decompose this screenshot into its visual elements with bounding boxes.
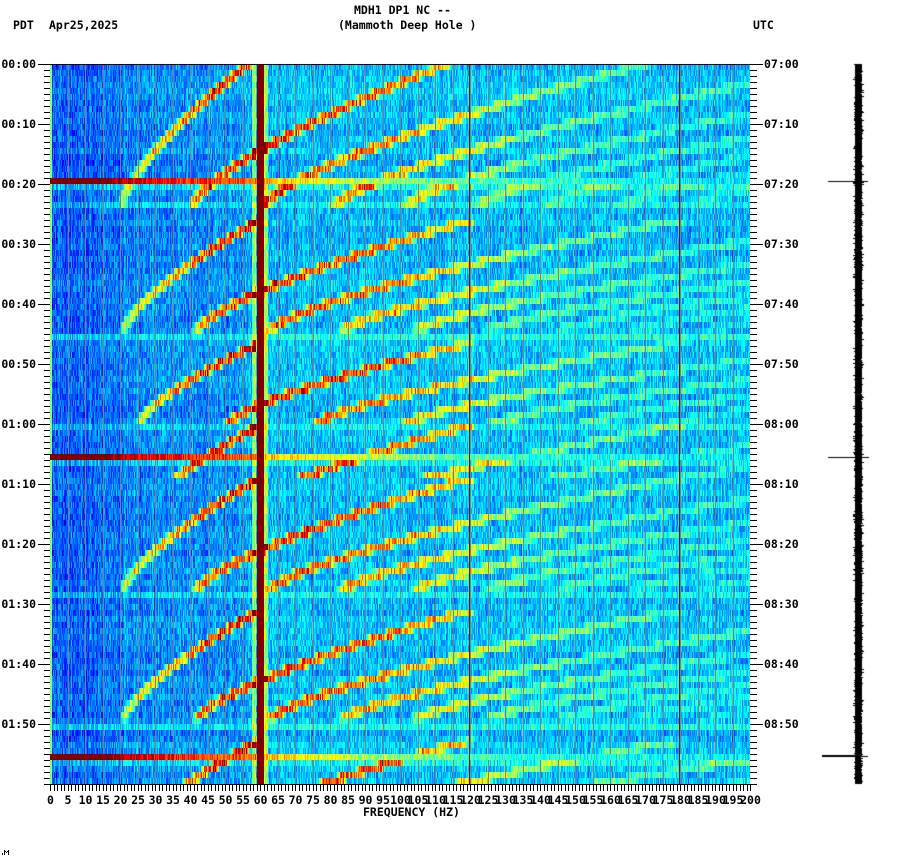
y-tick-label-left: 01:40 <box>1 657 36 671</box>
x-tick-label: 50 <box>218 793 233 807</box>
y-tick-label-right: 08:40 <box>764 657 799 671</box>
x-tick-label: 195 <box>722 793 744 807</box>
seismogram-trace <box>815 60 885 790</box>
x-tick-label: 15 <box>96 793 110 807</box>
x-tick-label: 10 <box>78 793 93 807</box>
x-tick-label: 95 <box>376 793 390 807</box>
x-tick-label: 30 <box>148 793 163 807</box>
x-tick-label: 145 <box>547 793 569 807</box>
x-tick-label: 130 <box>495 793 516 807</box>
x-tick-label: 160 <box>600 793 621 807</box>
x-tick-label: 115 <box>442 793 464 807</box>
y-tick-label-right: 08:30 <box>764 597 799 611</box>
x-tick-label: 175 <box>652 793 674 807</box>
y-tick-label-right: 08:00 <box>764 417 799 431</box>
y-tick-label-left: 01:10 <box>1 477 36 491</box>
x-tick-label: 120 <box>460 793 481 807</box>
x-tick-label: 150 <box>565 793 586 807</box>
y-tick-label-left: 01:30 <box>1 597 36 611</box>
x-tick-label: 75 <box>306 793 320 807</box>
x-tick-label: 60 <box>253 793 268 807</box>
right-timezone-label: UTC <box>753 18 774 32</box>
x-axis-title: FREQUENCY (HZ) <box>363 805 460 819</box>
x-tick-label: 25 <box>131 793 145 807</box>
y-tick-label-left: 00:50 <box>1 357 36 371</box>
y-tick-label-right: 07:40 <box>764 297 799 311</box>
y-tick-label-right: 07:30 <box>764 237 799 251</box>
x-tick-label: 90 <box>358 793 373 807</box>
station-title: MDH1 DP1 NC -- <box>354 3 451 17</box>
x-tick-label: 140 <box>530 793 551 807</box>
x-tick-label: 0 <box>47 793 54 807</box>
x-tick-label: 45 <box>201 793 215 807</box>
x-tick-label: 165 <box>617 793 639 807</box>
y-tick-label-left: 01:20 <box>1 537 36 551</box>
left-timezone-label: PDT <box>13 18 34 32</box>
x-tick-label: 110 <box>425 793 446 807</box>
y-tick-label-right: 07:50 <box>764 357 799 371</box>
y-tick-label-left: 01:00 <box>1 417 36 431</box>
y-tick-label-left: 00:30 <box>1 237 36 251</box>
y-tick-label-left: 00:10 <box>1 117 36 131</box>
y-tick-label-right: 08:10 <box>764 477 799 491</box>
y-tick-label-right: 07:20 <box>764 177 799 191</box>
spectrogram-heatmap <box>50 64 750 784</box>
x-tick-label: 170 <box>635 793 656 807</box>
y-tick-label-right: 08:20 <box>764 537 799 551</box>
x-tick-label: 40 <box>183 793 198 807</box>
station-location: (Mammoth Deep Hole ) <box>338 18 477 32</box>
y-tick-label-left: 01:50 <box>1 717 36 731</box>
x-tick-label: 135 <box>512 793 534 807</box>
date-label: Apr25,2025 <box>49 18 119 32</box>
x-tick-label: 65 <box>271 793 285 807</box>
corner-logo-icon <box>2 850 9 855</box>
x-tick-label: 85 <box>341 793 355 807</box>
x-tick-label: 155 <box>582 793 604 807</box>
y-tick-label-right: 07:10 <box>764 117 799 131</box>
y-tick-label-right: 07:00 <box>764 57 799 71</box>
x-tick-label: 20 <box>113 793 128 807</box>
x-tick-label: 5 <box>64 793 72 807</box>
x-tick-label: 180 <box>670 793 691 807</box>
x-tick-label: 55 <box>236 793 250 807</box>
x-tick-label: 190 <box>705 793 726 807</box>
x-tick-label: 125 <box>477 793 499 807</box>
y-tick-label-left: 00:40 <box>1 297 36 311</box>
x-tick-label: 80 <box>323 793 338 807</box>
x-tick-label: 185 <box>687 793 709 807</box>
x-tick-label: 200 <box>740 793 761 807</box>
x-tick-label: 35 <box>166 793 180 807</box>
y-tick-label-left: 00:00 <box>1 57 36 71</box>
x-tick-label: 105 <box>407 793 429 807</box>
x-tick-label: 100 <box>390 793 411 807</box>
y-tick-label-left: 00:20 <box>1 177 36 191</box>
y-tick-label-right: 08:50 <box>764 717 799 731</box>
x-tick-label: 70 <box>288 793 303 807</box>
